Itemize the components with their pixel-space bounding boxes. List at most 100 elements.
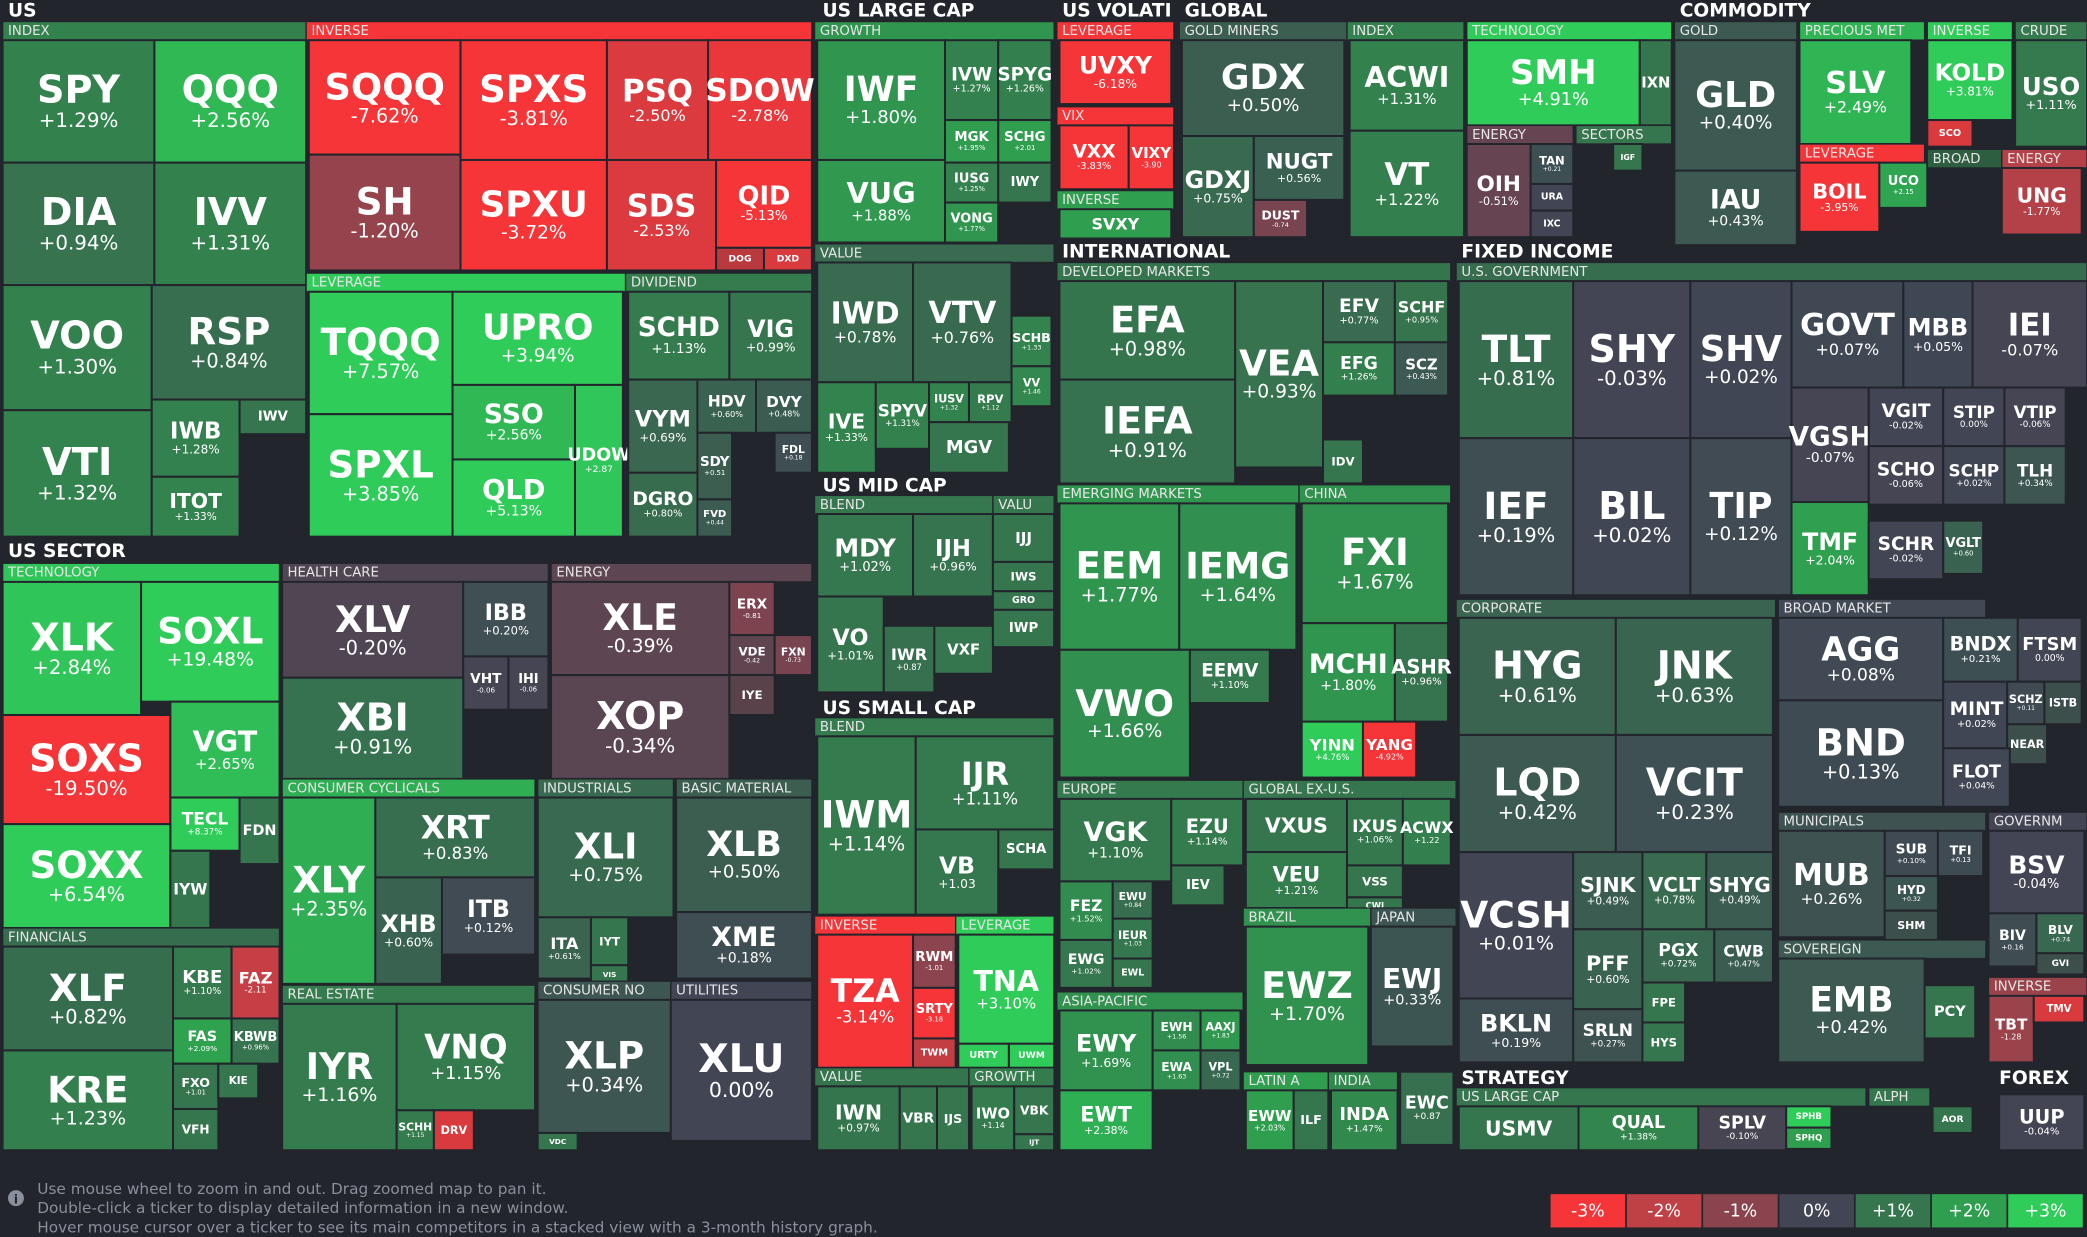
tile[interactable] bbox=[153, 161, 308, 287]
tile[interactable] bbox=[1058, 208, 1173, 240]
tile[interactable] bbox=[1867, 386, 1945, 448]
tile[interactable] bbox=[1641, 981, 1687, 1024]
tile[interactable] bbox=[1931, 1105, 1974, 1134]
tile[interactable] bbox=[1457, 733, 1617, 854]
tile[interactable] bbox=[395, 1002, 537, 1112]
tile[interactable] bbox=[1942, 747, 2011, 808]
tile[interactable] bbox=[912, 261, 1013, 384]
tile[interactable] bbox=[1777, 829, 1886, 939]
tile[interactable] bbox=[627, 290, 731, 381]
tile[interactable] bbox=[991, 560, 1056, 593]
tile[interactable] bbox=[1641, 928, 1716, 984]
tile[interactable] bbox=[1457, 437, 1575, 597]
tile[interactable] bbox=[550, 580, 731, 677]
tile[interactable] bbox=[1244, 925, 1370, 1067]
tile[interactable] bbox=[281, 796, 377, 985]
tile[interactable] bbox=[816, 933, 915, 1069]
tile[interactable] bbox=[150, 475, 241, 538]
tile[interactable] bbox=[1393, 280, 1450, 344]
tile[interactable] bbox=[1867, 445, 1945, 506]
tile[interactable] bbox=[1641, 1021, 1687, 1064]
tile[interactable] bbox=[307, 153, 462, 272]
tile[interactable] bbox=[1170, 864, 1226, 907]
tile[interactable] bbox=[1, 161, 156, 287]
tile[interactable] bbox=[1013, 1085, 1056, 1136]
tile[interactable] bbox=[1926, 39, 2014, 122]
tile[interactable] bbox=[536, 1131, 579, 1152]
tile[interactable] bbox=[1705, 851, 1774, 931]
tile[interactable] bbox=[1013, 1133, 1056, 1152]
tile[interactable] bbox=[696, 498, 734, 538]
tile[interactable] bbox=[307, 413, 454, 538]
tile[interactable] bbox=[1188, 648, 1271, 705]
tile[interactable] bbox=[2006, 723, 2049, 766]
tile[interactable] bbox=[230, 1017, 281, 1065]
tile[interactable] bbox=[1244, 1089, 1295, 1152]
tile[interactable] bbox=[459, 39, 608, 161]
tile[interactable] bbox=[933, 624, 994, 675]
tile[interactable] bbox=[1641, 851, 1708, 931]
tile[interactable] bbox=[1790, 501, 1870, 597]
tile[interactable] bbox=[1878, 161, 1929, 209]
tile[interactable] bbox=[957, 933, 1056, 1045]
tile[interactable] bbox=[728, 634, 776, 677]
tile[interactable] bbox=[1942, 386, 2006, 448]
tile[interactable] bbox=[1401, 797, 1452, 867]
tile[interactable] bbox=[912, 986, 957, 1040]
tile[interactable] bbox=[1058, 502, 1181, 651]
tile[interactable] bbox=[1058, 648, 1191, 779]
tile[interactable] bbox=[991, 513, 1056, 563]
tile[interactable] bbox=[914, 828, 1000, 916]
tile[interactable] bbox=[1936, 829, 1985, 878]
tile[interactable] bbox=[2016, 616, 2083, 683]
tile[interactable] bbox=[696, 431, 734, 501]
tile[interactable] bbox=[1942, 519, 1985, 575]
tile[interactable] bbox=[1348, 129, 1466, 239]
tile[interactable] bbox=[1457, 851, 1575, 1000]
tile[interactable] bbox=[1867, 519, 1945, 581]
tile[interactable] bbox=[238, 796, 281, 866]
tile[interactable] bbox=[755, 378, 813, 434]
tile[interactable] bbox=[728, 674, 776, 716]
tile[interactable] bbox=[153, 39, 308, 164]
tile[interactable] bbox=[1689, 437, 1793, 597]
tile[interactable] bbox=[1, 1049, 175, 1152]
tile[interactable] bbox=[1058, 1089, 1154, 1152]
tile[interactable] bbox=[238, 398, 308, 436]
tile[interactable] bbox=[2043, 680, 2083, 726]
tile[interactable] bbox=[874, 381, 931, 450]
tile[interactable] bbox=[1, 284, 153, 412]
tile[interactable] bbox=[1529, 143, 1575, 185]
tile[interactable] bbox=[1399, 1070, 1455, 1146]
tile[interactable] bbox=[762, 246, 813, 272]
tile[interactable] bbox=[669, 998, 813, 1142]
tile[interactable] bbox=[967, 381, 1013, 424]
tile[interactable] bbox=[1572, 1008, 1644, 1064]
tile[interactable] bbox=[1777, 616, 1945, 702]
tile[interactable] bbox=[432, 1109, 475, 1152]
tile[interactable] bbox=[1010, 314, 1053, 368]
tile[interactable] bbox=[1987, 994, 2035, 1064]
tile[interactable] bbox=[1689, 280, 1793, 440]
tile[interactable] bbox=[914, 735, 1056, 831]
tile[interactable] bbox=[536, 998, 672, 1134]
tile[interactable] bbox=[1151, 1049, 1202, 1092]
tile[interactable] bbox=[150, 398, 241, 478]
tile[interactable] bbox=[307, 290, 454, 416]
tile[interactable] bbox=[172, 945, 233, 1020]
tile[interactable] bbox=[1673, 39, 1798, 172]
tile[interactable] bbox=[1614, 616, 1774, 736]
tile[interactable] bbox=[1058, 938, 1114, 989]
tile[interactable] bbox=[1127, 124, 1175, 191]
tile[interactable] bbox=[675, 910, 813, 980]
tile[interactable] bbox=[1971, 280, 2087, 389]
tile[interactable] bbox=[2035, 952, 2086, 976]
tile[interactable] bbox=[2032, 994, 2086, 1024]
tile[interactable] bbox=[1785, 1126, 1833, 1150]
tile[interactable] bbox=[773, 634, 813, 677]
tile[interactable] bbox=[1465, 39, 1641, 127]
tile[interactable] bbox=[1902, 280, 1974, 389]
tile[interactable] bbox=[307, 39, 462, 156]
tile[interactable] bbox=[1058, 378, 1237, 485]
tile[interactable] bbox=[1457, 280, 1575, 440]
